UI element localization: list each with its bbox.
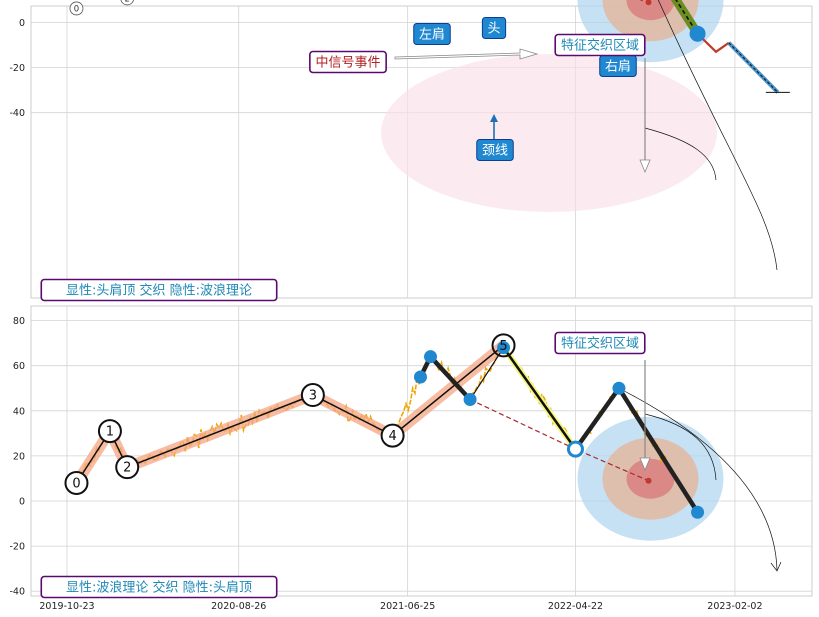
wave-label: 1 bbox=[106, 425, 114, 440]
curve-arrow bbox=[657, 0, 778, 271]
x-tick-label: 2020-08-26 bbox=[211, 601, 266, 612]
target-dot bbox=[645, 0, 652, 6]
curve-arrow-small bbox=[644, 127, 717, 181]
wave-label: 0 bbox=[74, 4, 79, 14]
signal-label-box bbox=[309, 50, 387, 74]
y-tick-label: -40 bbox=[9, 108, 25, 119]
x-tick-label: 2021-06-25 bbox=[380, 601, 435, 612]
wave-label-circle bbox=[380, 423, 405, 448]
head-label-box bbox=[481, 17, 507, 39]
pattern-node bbox=[497, 341, 511, 355]
neckline-label-box bbox=[476, 139, 514, 161]
pattern-segment bbox=[502, 346, 577, 450]
wave-label-circle bbox=[300, 383, 325, 408]
pattern-segment bbox=[616, 386, 700, 515]
head-label: 头 bbox=[487, 22, 500, 37]
y-tick-label: 20 bbox=[13, 451, 25, 462]
panel-top: -40-20020406080012345左肩头右肩颈线中信号事件特征交织区域显… bbox=[9, 0, 813, 302]
neck-arrow-head bbox=[490, 114, 498, 122]
pattern-segment bbox=[469, 347, 505, 400]
target-zone-inner bbox=[626, 0, 675, 21]
projection-dash bbox=[728, 42, 779, 93]
target-dot bbox=[645, 477, 652, 484]
x-tick-label: 2023-02-02 bbox=[707, 601, 762, 612]
y-tick-label: 0 bbox=[19, 497, 25, 508]
zone-label-box bbox=[554, 33, 646, 57]
x-tick-label: 2019-10-23 bbox=[39, 601, 94, 612]
wave-label: 5 bbox=[499, 339, 507, 354]
legend-label: 显性:头肩顶 交织 隐性:波浪理论 bbox=[66, 283, 252, 299]
left-shoulder-label: 左肩 bbox=[419, 27, 445, 43]
pattern-node bbox=[691, 505, 705, 519]
projection-red bbox=[696, 32, 730, 54]
y-tick-label: 0 bbox=[19, 18, 25, 29]
y-tick-label: -20 bbox=[9, 63, 25, 74]
wave-label: 3 bbox=[309, 389, 317, 404]
curve-arrow-head bbox=[770, 561, 782, 572]
zone-arrow-head bbox=[639, 457, 651, 472]
pattern-node bbox=[424, 350, 438, 364]
feature-zone-ellipse bbox=[381, 54, 717, 212]
signal-label: 中信号事件 bbox=[315, 56, 380, 71]
y-tick-label: 60 bbox=[13, 361, 25, 372]
x-tick-label: 2022-04-22 bbox=[548, 601, 603, 612]
wave-label-circle bbox=[64, 470, 89, 495]
curve-arrow bbox=[618, 387, 778, 571]
signal-arrow bbox=[394, 48, 539, 60]
wave-label: 2 bbox=[123, 461, 131, 476]
target-zone-middle bbox=[602, 0, 699, 42]
x-axis: 2019-10-23 2020-08-26 2021-06-25 2022-04-22… bbox=[39, 601, 762, 612]
wave-label: 0 bbox=[72, 476, 80, 491]
wave-label-circle bbox=[120, 0, 134, 6]
pattern-node bbox=[413, 370, 427, 384]
wave-label: 2 bbox=[125, 0, 130, 4]
wave-label-circle bbox=[69, 1, 84, 16]
legend-label: 显性:波浪理论 交织 隐性:头肩顶 bbox=[66, 580, 252, 596]
curve-arrow-small bbox=[644, 413, 717, 481]
zone-arrow-head bbox=[639, 159, 651, 174]
y-tick-label: 80 bbox=[13, 316, 25, 327]
pattern-segment bbox=[573, 386, 621, 451]
legend-label-box bbox=[40, 575, 278, 599]
wave-label-circle bbox=[97, 419, 122, 444]
wave-label: 4 bbox=[388, 429, 396, 444]
pattern-node bbox=[566, 440, 584, 458]
left-shoulder-label-box bbox=[413, 23, 451, 45]
neckline-label: 颈线 bbox=[482, 144, 508, 159]
y-tick-label: -40 bbox=[9, 587, 25, 598]
pattern-node bbox=[463, 393, 477, 407]
right-shoulder-label: 右肩 bbox=[605, 59, 631, 75]
zone-label: 特征交织区域 bbox=[561, 336, 639, 352]
legend-label-box bbox=[40, 278, 278, 302]
pattern-segment bbox=[428, 354, 473, 402]
y-tick-label: -20 bbox=[9, 542, 25, 553]
y-tick-label: 40 bbox=[13, 406, 25, 417]
zone-label: 特征交织区域 bbox=[561, 38, 639, 54]
pattern-node bbox=[689, 25, 706, 42]
pattern-node bbox=[612, 381, 626, 395]
zone-label-box bbox=[554, 331, 646, 355]
breakdown-line bbox=[675, 0, 699, 35]
wave-label-circle bbox=[115, 455, 140, 480]
wave-label-circle bbox=[491, 333, 516, 358]
